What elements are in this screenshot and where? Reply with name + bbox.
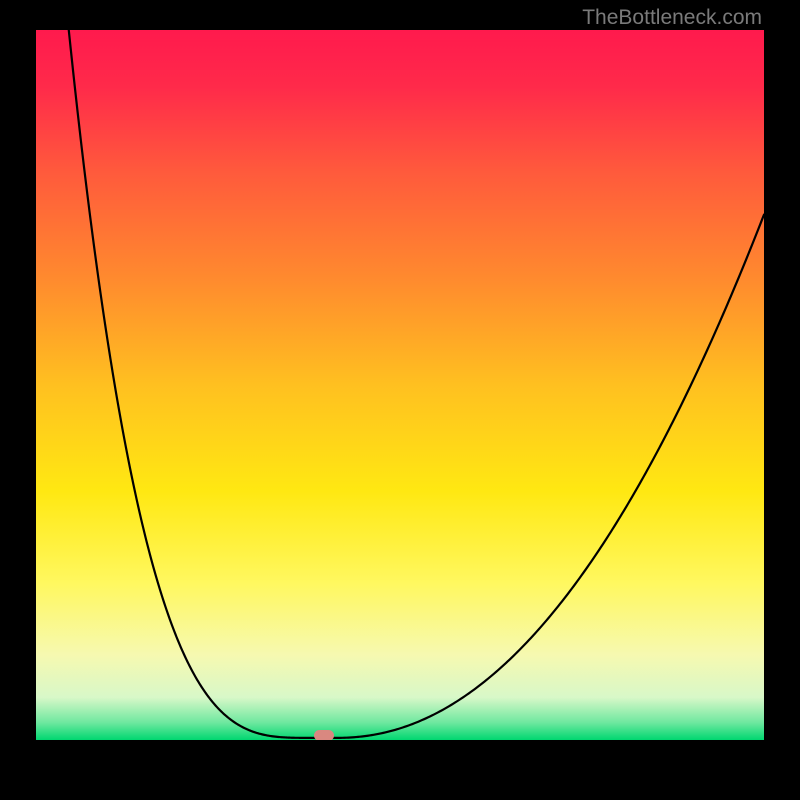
optimal-marker: [314, 730, 334, 740]
curve-path: [69, 30, 764, 738]
bottleneck-curve: [36, 30, 764, 740]
plot-area: [36, 30, 764, 740]
watermark-text: TheBottleneck.com: [582, 6, 762, 30]
gradient-background: [36, 30, 764, 740]
